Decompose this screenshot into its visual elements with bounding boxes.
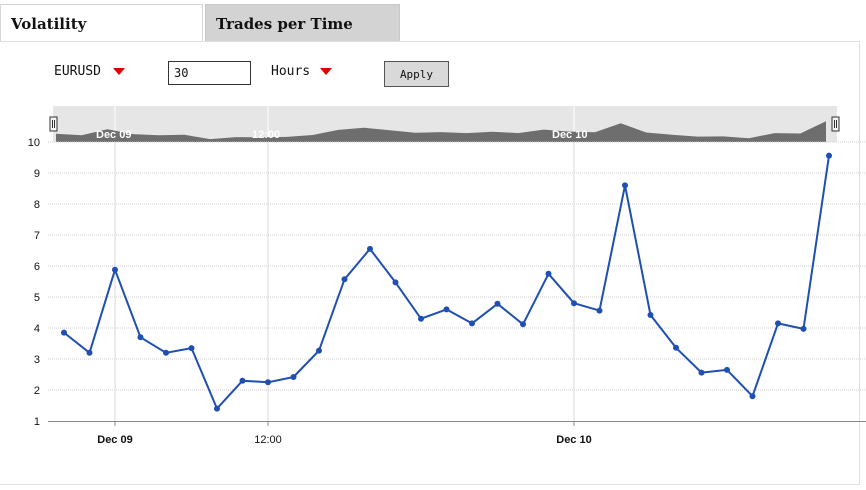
navigator-label: Dec 10 — [552, 129, 587, 141]
x-tick-label: Dec 10 — [556, 434, 591, 446]
data-point — [265, 379, 271, 386]
tab-volatility[interactable]: Volatility — [0, 4, 203, 42]
x-tick-label: 12:00 — [254, 434, 282, 446]
data-point — [622, 182, 628, 189]
data-point — [86, 349, 93, 356]
data-point — [571, 300, 577, 307]
navigator-label: Dec 09 — [96, 129, 131, 141]
y-tick-label: 6 — [34, 261, 40, 273]
data-point — [494, 300, 501, 307]
data-point — [775, 320, 781, 327]
data-point — [698, 369, 705, 376]
y-tick-label: 5 — [34, 292, 40, 304]
data-point — [61, 329, 67, 336]
symbol-dropdown-arrow-icon[interactable] — [113, 68, 125, 75]
data-point — [239, 377, 246, 384]
data-point — [392, 279, 399, 286]
data-point — [469, 320, 475, 327]
data-point — [800, 325, 807, 332]
data-point — [137, 334, 144, 341]
data-point — [341, 276, 348, 283]
y-tick-label: 3 — [34, 354, 40, 366]
data-point — [418, 315, 424, 322]
data-point — [673, 344, 679, 351]
data-point — [545, 270, 552, 277]
data-point — [316, 347, 322, 354]
data-point — [112, 266, 118, 273]
tab-trades-per-time[interactable]: Trades per Time — [205, 4, 400, 42]
period-input[interactable] — [168, 61, 251, 85]
data-point — [749, 393, 756, 400]
y-tick-label: 7 — [34, 230, 40, 242]
unit-dropdown-label[interactable]: Hours — [271, 64, 311, 79]
data-point — [163, 349, 169, 356]
navigator-area — [56, 121, 826, 142]
data-point — [520, 321, 526, 328]
navigator-handle-right-icon[interactable] — [831, 116, 840, 132]
y-tick-label: 2 — [34, 385, 40, 397]
data-point — [367, 245, 373, 252]
symbol-dropdown-label[interactable]: EURUSD — [54, 64, 101, 79]
tab-bar: Volatility Trades per Time — [0, 4, 866, 42]
data-point — [188, 345, 195, 352]
x-tick-label: Dec 09 — [97, 434, 132, 446]
chart-panel — [0, 41, 860, 485]
y-tick-label: 10 — [28, 137, 40, 149]
data-point — [290, 374, 297, 380]
data-point — [596, 307, 603, 314]
unit-dropdown-arrow-icon[interactable] — [320, 68, 332, 75]
data-point — [443, 306, 450, 313]
data-point — [724, 366, 730, 373]
y-tick-label: 4 — [34, 323, 40, 335]
data-point — [647, 312, 654, 318]
apply-button[interactable]: Apply — [384, 61, 449, 87]
volatility-series-line — [63, 155, 830, 410]
navigator-handle-left-icon[interactable] — [49, 116, 58, 132]
y-tick-label: 9 — [34, 168, 40, 180]
y-tick-label: 1 — [34, 416, 40, 428]
data-point — [826, 152, 832, 159]
y-tick-label: 8 — [34, 199, 40, 211]
data-point — [214, 405, 220, 412]
navigator-label: 12:00 — [252, 129, 280, 141]
